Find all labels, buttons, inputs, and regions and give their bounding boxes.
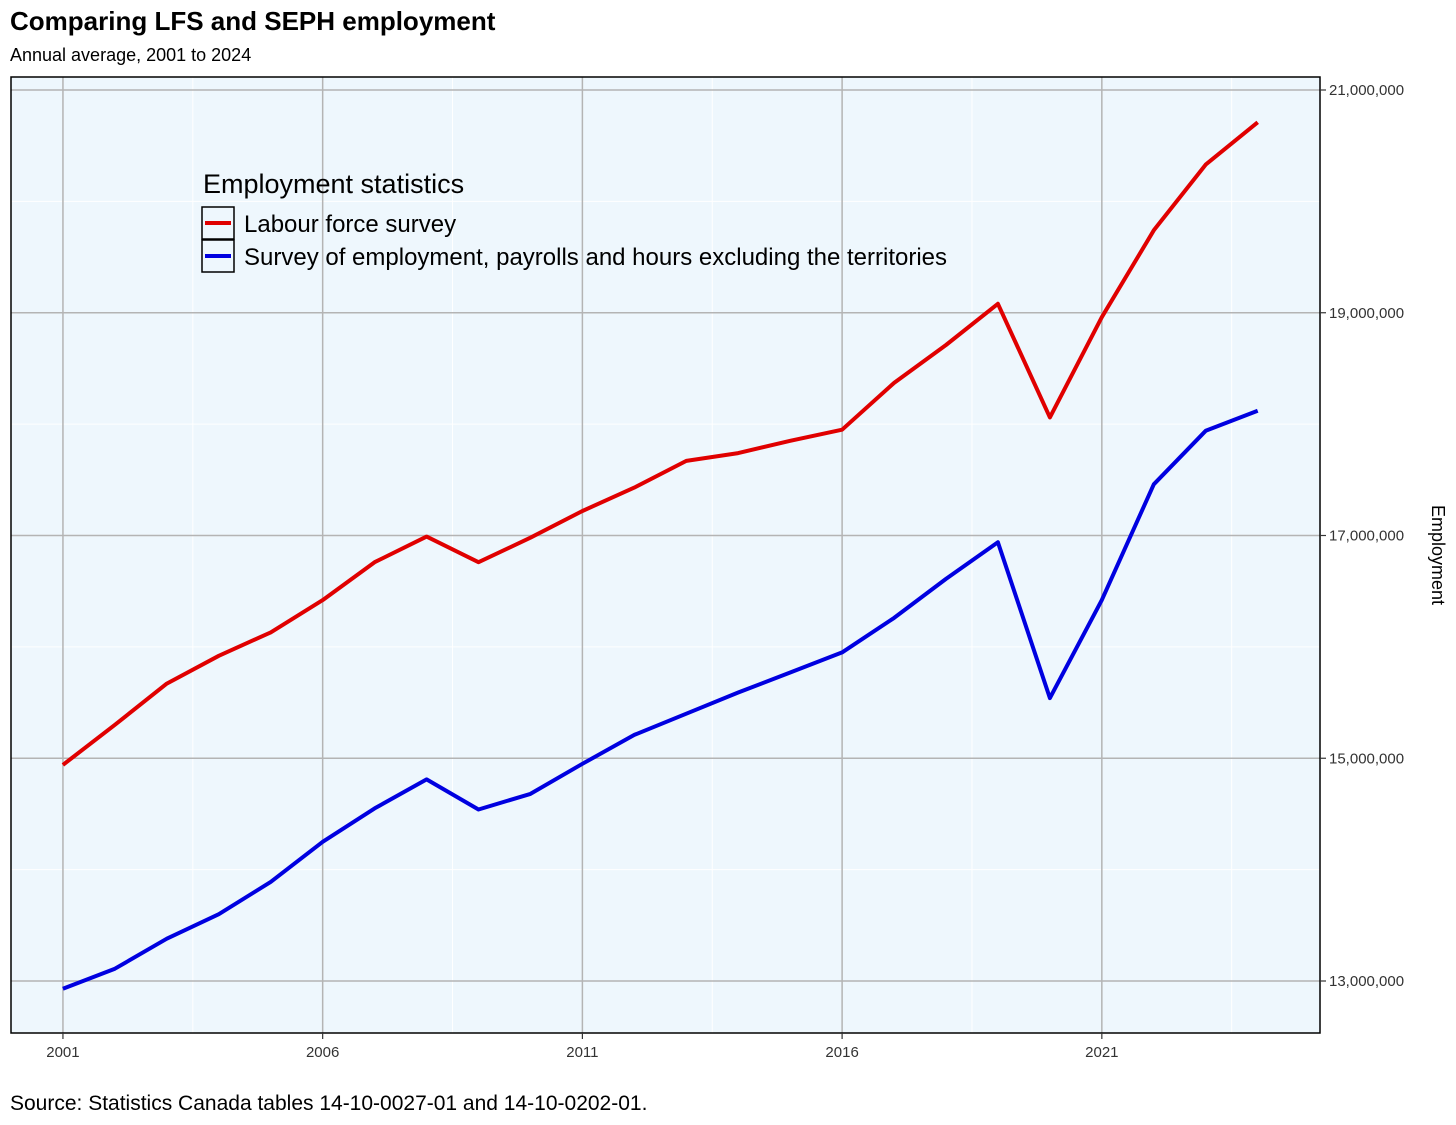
major-gridlines (11, 77, 1320, 1033)
series-line-2 (62, 408, 1259, 991)
source-note: Source: Statistics Canada tables 14-10-0… (10, 1092, 648, 1115)
legend-item-label: Survey of employment, payrolls and hours… (244, 244, 947, 271)
y-axis: 13,000,000 15,000,000 17,000,000 19,000,000… (1320, 82, 1404, 990)
legend-title: Employment statistics (203, 169, 464, 199)
x-tick-label: 2001 (46, 1044, 79, 1061)
chart-subtitle: Annual average, 2001 to 2024 (10, 45, 252, 65)
series-line-1 (61, 120, 1259, 767)
y-tick-label: 13,000,000 (1329, 973, 1404, 990)
y-axis-label: Employment (1428, 505, 1448, 605)
x-tick-label: 2006 (306, 1044, 339, 1061)
y-tick-label: 17,000,000 (1329, 528, 1404, 545)
y-tick-label: 21,000,000 (1329, 82, 1404, 99)
plot-border (10, 76, 1321, 1034)
x-tick-label: 2016 (825, 1044, 858, 1061)
y-tick-label: 15,000,000 (1329, 750, 1404, 767)
x-tick-label: 2021 (1085, 1044, 1118, 1061)
series-lines (61, 120, 1259, 991)
legend-item-label: Labour force survey (244, 211, 456, 238)
chart-title: Comparing LFS and SEPH employment (10, 6, 496, 36)
y-tick-label: 19,000,000 (1329, 305, 1404, 322)
x-axis: 2001 2006 2011 2016 2021 (46, 1033, 1119, 1061)
x-tick-label: 2011 (566, 1044, 598, 1061)
legend: Employment statistics Labour force surve… (201, 169, 947, 273)
